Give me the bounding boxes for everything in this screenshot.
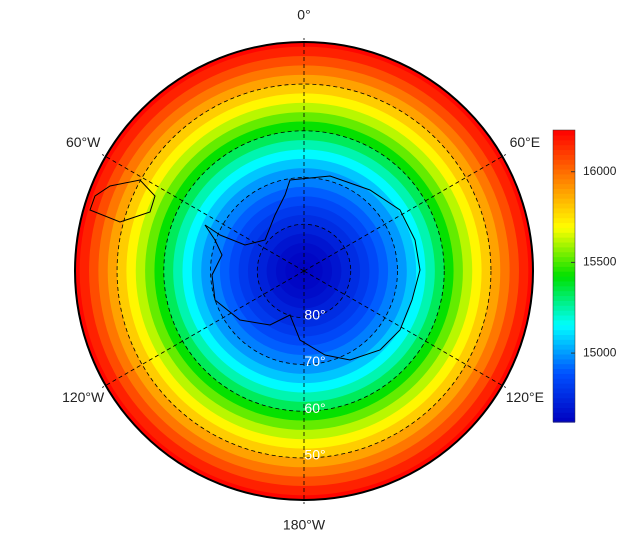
coastline (89, 175, 421, 361)
colorbar-segment (553, 144, 575, 151)
colorbar-tick-label: 15500 (583, 255, 617, 269)
colorbar-segment (553, 207, 575, 214)
colorbar-segment (553, 222, 575, 228)
colorbar-segment (553, 402, 575, 408)
map-border (74, 41, 534, 501)
colorbar-segment (553, 368, 575, 374)
colorbar-segment (553, 149, 575, 155)
colorbar-segment (553, 339, 575, 345)
latitude-circle (210, 177, 398, 365)
colorbar-segment (553, 378, 575, 384)
colorbar-segment (553, 261, 575, 267)
colorbar-segment (553, 417, 575, 423)
latitude-label: 50° (304, 447, 325, 463)
colorbar-segment (553, 256, 575, 262)
colorbar: 15000 15500 16000 (552, 129, 617, 423)
colorbar-segment (553, 392, 575, 399)
latitude-label: 60° (304, 400, 325, 416)
colorbar-tick-label: 16000 (583, 164, 617, 178)
colorbar-segment (553, 373, 575, 379)
colorbar-segment (553, 217, 575, 224)
antarctica (204, 175, 421, 361)
colorbar-segment (553, 310, 575, 316)
meridian (102, 270, 305, 388)
colorbar-segment (553, 300, 575, 306)
meridian (303, 154, 506, 272)
colorbar-segment (553, 212, 575, 219)
colorbar-segment (553, 387, 575, 394)
colorbar-segment (553, 397, 575, 404)
colorbar-segment (553, 203, 575, 209)
colorbar-segment (553, 271, 575, 277)
colorbar-segment (553, 305, 575, 311)
south-america (89, 179, 156, 223)
colorbar-segment (553, 314, 575, 321)
colorbar-segment (553, 178, 575, 185)
colorbar-segment (553, 324, 575, 331)
meridian (102, 154, 305, 272)
longitude-label: 120°E (506, 389, 544, 405)
colorbar-segment (553, 232, 575, 238)
colorbar-segment (553, 134, 575, 141)
colorbar-segment (553, 319, 575, 326)
colorbar-segment (553, 280, 575, 287)
colorbar-segment (553, 139, 575, 146)
colorbar-segment (553, 168, 575, 175)
colorbar-segment (553, 183, 575, 189)
colorbar-segment (553, 383, 575, 389)
longitude-label: 60°W (66, 134, 101, 150)
colorbar-segment (553, 344, 575, 350)
latitude-label: 80° (304, 306, 325, 322)
colorbar-segment (553, 295, 575, 301)
colorbar-segment (553, 276, 575, 282)
colorbar-segment (553, 358, 575, 365)
colorbar-segment (553, 412, 575, 418)
colorbar-segment (553, 353, 575, 360)
colorbar-segment (553, 227, 575, 233)
longitude-label: 60°E (510, 134, 541, 150)
colorbar-tick-label: 15000 (583, 345, 617, 359)
colorbar-segment (553, 407, 575, 413)
colorbar-segment (553, 266, 575, 272)
colorbar-frame (552, 129, 576, 423)
colorbar-segment (553, 237, 575, 243)
colorbar-segment (553, 363, 575, 370)
graticule (74, 38, 534, 504)
latitude-circle (256, 223, 352, 319)
colorbar-segment (553, 159, 575, 165)
colorbar-segment (553, 241, 575, 248)
colorbar-segment (553, 334, 575, 340)
labels: 80° 70° 60° 50° 0° 60°E 120°E 180°W 120°W 60°W (62, 7, 544, 533)
colorbar-segment (553, 251, 575, 258)
colorbar-segment (553, 164, 575, 170)
meridian (303, 270, 506, 388)
colorbar-segment (553, 329, 575, 335)
colorbar-segment (553, 130, 575, 136)
colorbar-segment (553, 198, 575, 204)
colorbar-segment (553, 290, 575, 297)
longitude-label: 120°W (62, 389, 105, 405)
longitude-label: 180°W (283, 517, 326, 533)
colorbar-segment (553, 154, 575, 160)
colorbar-segment (553, 246, 575, 253)
latitude-circle (116, 83, 492, 459)
colorbar-segment (553, 188, 575, 194)
latitude-label: 70° (304, 353, 325, 369)
colorbar-segment (553, 193, 575, 199)
colorbar-segment (553, 173, 575, 180)
longitude-label: 0° (297, 7, 310, 23)
colorbar-segment (553, 349, 575, 355)
colorbar-segment (553, 285, 575, 292)
